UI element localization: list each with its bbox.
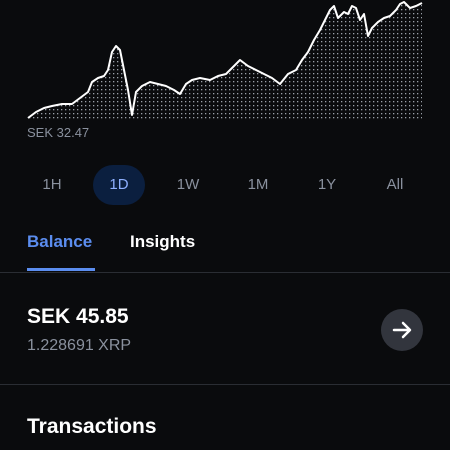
details-button[interactable] xyxy=(380,308,424,352)
divider xyxy=(0,272,450,273)
tab[interactable]: Insights xyxy=(130,232,196,251)
time-range-option[interactable]: All xyxy=(386,176,404,193)
chart-line xyxy=(27,1,423,119)
time-range-option[interactable]: 1D xyxy=(93,165,145,205)
fiat-balance: SEK 45.85 xyxy=(27,305,129,328)
chart-area xyxy=(28,2,422,120)
time-range-option[interactable]: 1H xyxy=(42,176,62,193)
tab[interactable]: Balance xyxy=(27,232,93,251)
time-range-option[interactable]: 1W xyxy=(176,176,200,193)
tab-indicator xyxy=(27,268,95,271)
time-range-option[interactable]: 1M xyxy=(247,176,269,193)
chart-low-label: SEK 32.47 xyxy=(27,125,90,140)
divider xyxy=(0,384,450,385)
crypto-balance: 1.228691 XRP xyxy=(27,337,132,354)
price-chart xyxy=(27,1,423,120)
time-range-option[interactable]: 1Y xyxy=(317,176,337,193)
section-title: Transactions xyxy=(27,415,157,438)
